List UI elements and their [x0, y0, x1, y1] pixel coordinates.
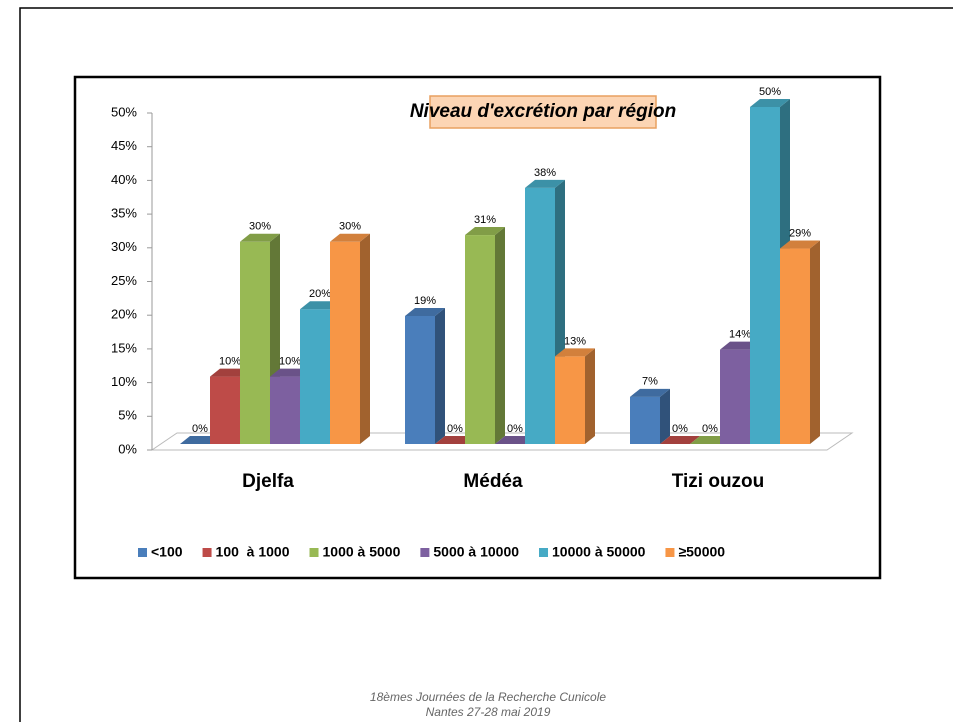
value-label: 30% [249, 221, 271, 233]
bar-front [300, 309, 330, 444]
x-tick-label: Djelfa [242, 471, 294, 492]
bar-side [360, 233, 370, 444]
bar [630, 388, 670, 444]
legend-swatch [309, 548, 319, 557]
bar-top [465, 227, 505, 236]
y-tick-label: 0% [118, 441, 137, 456]
title-box [429, 95, 657, 129]
footer-line: 18èmes Journées de la Recherche Cunicole [370, 690, 606, 704]
legend-swatch [202, 548, 212, 557]
chart-title: Niveau d'excrétion par région [410, 101, 676, 122]
y-tick-label: 15% [111, 340, 137, 355]
bar-front [750, 107, 780, 444]
legend-label: ≥50000 [678, 544, 725, 560]
bar [465, 227, 505, 444]
value-label: 0% [447, 423, 463, 435]
value-label: 0% [702, 423, 718, 435]
value-label: 31% [474, 214, 496, 226]
legend-swatch [665, 548, 675, 557]
y-tick-label: 45% [111, 138, 137, 153]
value-label: 10% [219, 356, 241, 368]
value-label: 19% [414, 295, 436, 307]
bar-top [780, 240, 820, 249]
legend-label: 10000 à 50000 [552, 544, 646, 560]
x-tick-label: Tizi ouzou [672, 471, 765, 492]
value-label: 14% [729, 329, 751, 341]
y-tick-label: 35% [111, 206, 137, 221]
bar-side [585, 348, 595, 444]
bar-front [240, 241, 270, 444]
bar-front [465, 235, 495, 444]
value-label: 20% [309, 288, 331, 300]
value-label: 38% [534, 167, 556, 179]
legend-swatch [138, 548, 147, 557]
bar [555, 348, 595, 444]
value-label: 29% [789, 227, 811, 239]
legend-label: 5000 à 10000 [433, 544, 519, 560]
bar-front [330, 241, 360, 444]
bar-side [660, 388, 670, 444]
value-label: 10% [279, 356, 301, 368]
x-tick-label: Médéa [463, 471, 523, 492]
legend-label: <100 [151, 544, 183, 560]
bar-front [405, 315, 435, 444]
bar [780, 240, 820, 444]
legend-label: 100 à 1000 [216, 544, 290, 560]
bar-front [525, 187, 555, 444]
bar-top [240, 233, 280, 242]
bar-top [660, 436, 700, 444]
y-tick-label: 10% [111, 374, 137, 389]
bar-top [405, 307, 445, 316]
footer-line: Nantes 27-28 mai 2019 [426, 705, 551, 719]
bar-side [435, 307, 445, 444]
y-tick-label: 50% [111, 104, 137, 119]
legend-label: 1000 à 5000 [323, 544, 401, 560]
bar-top [630, 388, 670, 397]
value-label: 0% [672, 423, 688, 435]
legend-swatch [420, 548, 430, 557]
bar-top [555, 348, 595, 357]
bar-side [810, 240, 820, 444]
value-label: 30% [339, 221, 361, 233]
bar-front [210, 376, 240, 444]
y-tick-label: 20% [111, 307, 137, 322]
bar-front [270, 376, 300, 444]
bar [330, 233, 370, 444]
bar-top [525, 179, 565, 188]
y-tick-label: 40% [111, 172, 137, 187]
bar-front [630, 396, 660, 444]
bar-top [750, 99, 790, 107]
value-label: 0% [507, 423, 523, 435]
y-tick-label: 30% [111, 239, 137, 254]
y-tick-label: 5% [118, 408, 137, 423]
bar-front [780, 248, 810, 444]
value-label: 13% [564, 335, 586, 347]
value-label: 50% [759, 86, 781, 98]
legend-swatch [539, 548, 549, 557]
value-label: 0% [192, 423, 208, 435]
bar-top [330, 233, 370, 242]
bar [660, 436, 700, 444]
y-tick-label: 25% [111, 273, 137, 288]
value-label: 7% [642, 376, 658, 388]
bar-front [555, 356, 585, 444]
bar-side [495, 227, 505, 444]
bar [405, 307, 445, 444]
bar-front [720, 349, 750, 444]
